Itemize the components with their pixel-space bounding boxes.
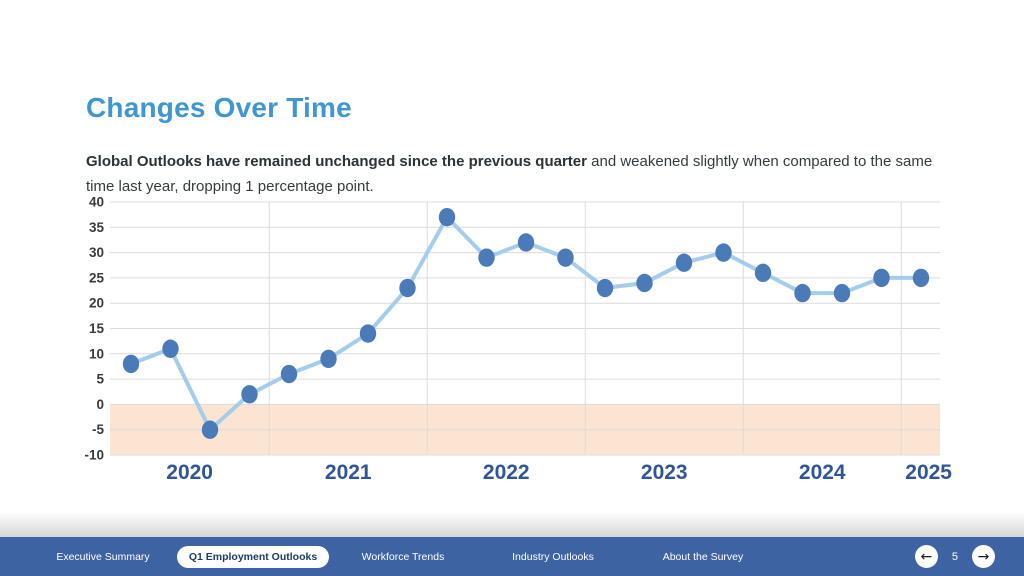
arrow-left-icon: ← (920, 548, 933, 565)
data-point-marker (675, 253, 693, 272)
data-point-marker (715, 243, 732, 262)
data-point-marker (596, 278, 614, 298)
nav-slot: Q1 Employment Outlooks (176, 545, 330, 568)
x-axis-year-label: 2022 (483, 461, 530, 484)
x-axis-year-label: 2020 (166, 461, 213, 484)
data-point-marker (280, 364, 298, 384)
x-axis-year-label: 2021 (325, 461, 372, 484)
data-point-marker (122, 354, 140, 374)
data-point-marker (399, 278, 416, 298)
y-axis-tick-label: -5 (92, 422, 104, 437)
subtitle-bold-text: Global Outlooks have remained unchanged … (86, 153, 587, 170)
data-point-marker (320, 349, 337, 369)
y-axis-tick-label: 5 (96, 372, 104, 387)
y-axis-tick-label: 0 (96, 397, 104, 412)
nav-item-about-the-survey[interactable]: About the Survey (662, 550, 744, 563)
prev-page-button[interactable]: ← (914, 545, 938, 568)
nav-item-q1-employment-outlooks[interactable]: Q1 Employment Outlooks (176, 545, 330, 568)
nav-slot: Industry Outlooks (478, 546, 628, 568)
subtitle-regular-text: and weakened slightly when compared to t… (86, 153, 933, 195)
pager: ← 5 → (914, 537, 995, 576)
y-axis-tick-label: 25 (89, 270, 105, 285)
data-point-marker (636, 273, 653, 293)
x-axis-year-label: 2024 (799, 461, 846, 484)
nav-slot: About the Survey (628, 546, 778, 568)
data-point-marker (873, 268, 890, 288)
x-axis-year-label: 2025 (905, 461, 952, 484)
y-axis-tick-label: -10 (84, 448, 104, 463)
next-page-button[interactable]: → (972, 545, 995, 568)
slide-subtitle: Global Outlooks have remained unchanged … (86, 149, 942, 199)
footer-nav: Executive Summary Q1 Employment Outlooks W… (28, 537, 778, 576)
data-point-marker (438, 207, 456, 227)
data-point-marker (201, 420, 219, 439)
y-axis-tick-label: 15 (89, 321, 105, 336)
data-point-marker (912, 268, 930, 288)
page-title: Changes Over Time (86, 91, 352, 123)
footer-shadow (0, 512, 1024, 537)
y-axis-tick-label: 10 (89, 346, 104, 361)
footer-nav-bar: Executive Summary Q1 Employment Outlooks W… (0, 537, 1024, 576)
data-point-marker (794, 283, 811, 303)
x-axis-year-label: 2023 (641, 461, 688, 484)
data-point-marker (517, 233, 535, 252)
data-point-marker (359, 324, 377, 343)
data-point-marker (833, 283, 851, 303)
data-point-marker (478, 248, 495, 267)
data-point-marker (754, 263, 772, 283)
data-point-marker (162, 339, 179, 358)
nav-slot: Workforce Trends (328, 546, 478, 568)
y-axis-tick-label: 20 (89, 296, 104, 311)
employment-outlook-line-chart: 40 35 30 25 20 15 10 5 0 -5 -10 2020 2021 2022 2023 202… (84, 195, 952, 485)
y-axis-tick-label: 30 (89, 245, 104, 260)
y-axis-tick-label: 40 (89, 195, 104, 210)
page-number: 5 (951, 550, 958, 563)
y-axis-tick-label: 35 (89, 220, 105, 235)
data-point-marker (557, 248, 574, 267)
nav-item-industry-outlooks[interactable]: Industry Outlooks (512, 550, 594, 563)
arrow-right-icon: → (977, 548, 990, 565)
nav-item-executive-summary[interactable]: Executive Summary (56, 550, 150, 563)
nav-slot: Executive Summary (28, 546, 178, 568)
nav-item-workforce-trends[interactable]: Workforce Trends (361, 550, 445, 563)
data-point-marker (241, 385, 258, 404)
